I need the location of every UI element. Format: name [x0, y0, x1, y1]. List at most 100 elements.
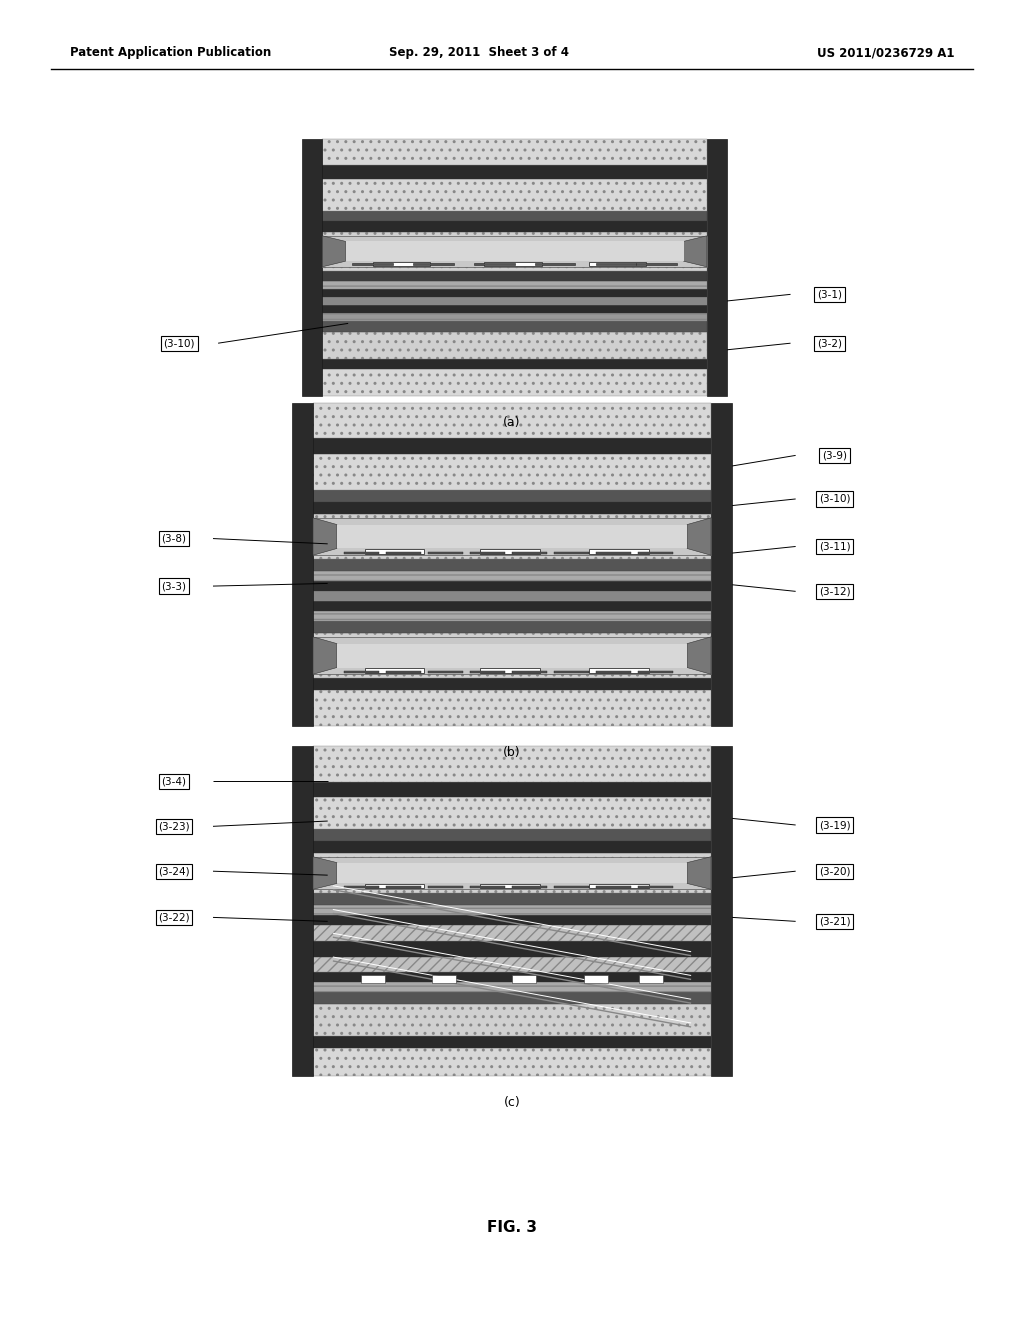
Bar	[313, 915, 711, 925]
Text: US 2011/0236729 A1: US 2011/0236729 A1	[817, 46, 954, 59]
Text: (3-3): (3-3)	[162, 581, 186, 591]
Bar	[323, 289, 707, 297]
Text: (3-2): (3-2)	[817, 338, 842, 348]
Bar	[386, 552, 421, 554]
Bar	[337, 862, 687, 883]
Bar	[313, 993, 711, 1005]
Bar	[428, 886, 463, 888]
Polygon shape	[687, 636, 711, 675]
Polygon shape	[313, 857, 337, 890]
Text: (3-9): (3-9)	[822, 450, 847, 461]
Bar	[313, 678, 711, 690]
Bar	[313, 502, 711, 513]
Bar	[323, 178, 707, 211]
Bar	[596, 886, 631, 888]
Bar	[313, 1048, 711, 1076]
Bar	[313, 829, 711, 841]
Bar	[535, 263, 575, 265]
Bar	[313, 454, 711, 490]
Bar	[292, 403, 313, 726]
Bar	[313, 781, 711, 797]
Bar	[313, 973, 711, 982]
Text: (3-10): (3-10)	[819, 494, 850, 504]
Bar	[323, 139, 707, 165]
Bar	[313, 513, 711, 560]
Bar	[484, 261, 542, 265]
Bar	[480, 668, 540, 673]
Bar	[323, 305, 707, 313]
Bar	[639, 975, 664, 983]
Text: (b): (b)	[503, 746, 521, 759]
Bar	[323, 333, 707, 359]
Bar	[313, 941, 711, 957]
Bar	[313, 581, 711, 591]
Bar	[337, 644, 687, 668]
Bar	[313, 853, 711, 892]
Bar	[554, 671, 589, 673]
Bar	[512, 552, 547, 554]
Text: (3-19): (3-19)	[819, 820, 850, 830]
Bar	[512, 886, 547, 888]
Bar	[313, 925, 711, 941]
Bar	[313, 403, 711, 438]
Bar	[470, 552, 505, 554]
Bar	[292, 746, 313, 1076]
Bar	[313, 490, 711, 502]
Polygon shape	[684, 236, 707, 267]
Polygon shape	[687, 517, 711, 556]
Bar	[323, 359, 707, 370]
Bar	[313, 1036, 711, 1048]
Text: (3-23): (3-23)	[159, 821, 189, 832]
Text: (c): (c)	[504, 1096, 520, 1109]
Bar	[413, 263, 454, 265]
Bar	[313, 690, 711, 726]
Bar	[480, 884, 540, 888]
Bar	[344, 671, 379, 673]
Bar	[302, 139, 323, 396]
Text: Sep. 29, 2011  Sheet 3 of 4: Sep. 29, 2011 Sheet 3 of 4	[389, 46, 569, 59]
Bar	[323, 236, 707, 267]
Bar	[432, 975, 457, 983]
Bar	[554, 886, 589, 888]
Bar	[360, 975, 385, 983]
Text: FIG. 3: FIG. 3	[487, 1220, 537, 1236]
Bar	[313, 601, 711, 611]
Bar	[344, 886, 379, 888]
Bar	[323, 297, 707, 305]
Bar	[589, 261, 646, 265]
Bar	[323, 370, 707, 396]
Bar	[474, 263, 514, 265]
Text: (3-20): (3-20)	[819, 866, 850, 876]
Bar	[313, 1005, 711, 1036]
Bar	[386, 886, 421, 888]
Text: (3-11): (3-11)	[819, 541, 850, 552]
Bar	[365, 884, 424, 888]
Bar	[554, 552, 589, 554]
Bar	[313, 957, 711, 973]
Bar	[323, 271, 707, 281]
Bar	[313, 560, 711, 572]
Text: (3-4): (3-4)	[162, 776, 186, 787]
Bar	[589, 549, 648, 554]
Bar	[480, 549, 540, 554]
Bar	[428, 552, 463, 554]
Bar	[428, 671, 463, 673]
Bar	[373, 261, 430, 265]
Bar	[313, 611, 711, 620]
Bar	[470, 886, 505, 888]
Bar	[313, 857, 711, 890]
Bar	[596, 671, 631, 673]
Bar	[711, 403, 732, 726]
Bar	[313, 746, 711, 781]
Bar	[313, 982, 711, 993]
Bar	[323, 165, 707, 178]
Bar	[596, 552, 631, 554]
Bar	[589, 884, 648, 888]
Text: (3-22): (3-22)	[159, 912, 189, 923]
Text: (3-21): (3-21)	[819, 916, 850, 927]
Bar	[345, 242, 684, 261]
Bar	[323, 232, 707, 271]
Bar	[512, 671, 547, 673]
Bar	[352, 263, 393, 265]
Bar	[638, 552, 673, 554]
